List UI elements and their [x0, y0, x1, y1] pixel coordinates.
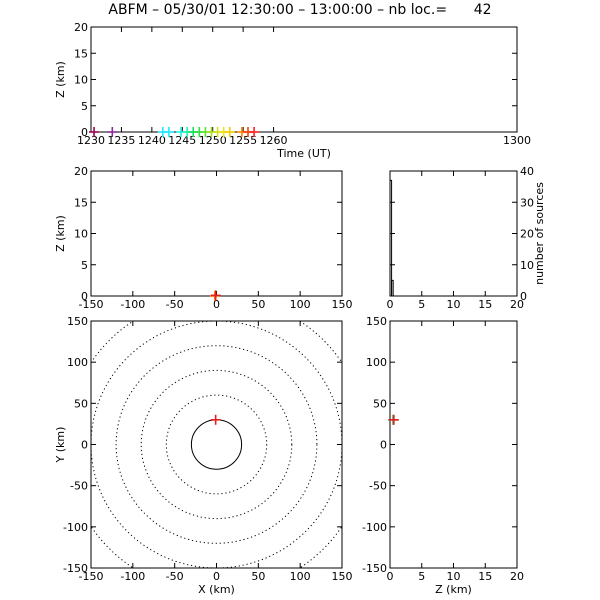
height_histogram-ytick-label: 30 [520, 196, 534, 209]
x_height-ytick-label: 0 [81, 290, 88, 303]
range-ring [140, 369, 293, 520]
height_y-xtick-label: 10 [447, 570, 461, 583]
height_y-xtick-label: 20 [510, 570, 524, 583]
height_y-ytick-label: 50 [373, 397, 387, 410]
plan_view-ytick-label: -150 [63, 562, 88, 575]
time-height-point [249, 127, 260, 137]
height-y-point [388, 414, 399, 425]
height_histogram-xtick-label: 5 [418, 298, 425, 311]
height_y-ytick-label: -50 [369, 480, 387, 493]
x_height-xtick-label: -50 [166, 298, 184, 311]
histogram-bar [389, 179, 393, 296]
plan_view-xtick-label: 100 [290, 570, 311, 583]
time_height-ytick-label: 20 [74, 21, 88, 34]
x_height-xtick-label: -150 [79, 298, 104, 311]
height_histogram-xtick-label: 15 [478, 298, 492, 311]
height_y-ytick-label: -150 [362, 562, 387, 575]
time_height-ylabel: Z (km) [54, 61, 67, 98]
time-height-point [163, 127, 174, 137]
height_y-xtick-label: 0 [387, 570, 394, 583]
plan_view-xtick-label: 150 [332, 570, 353, 583]
time_height-ytick-label: 10 [74, 74, 88, 87]
x_height-xtick-label: 150 [332, 298, 353, 311]
x-height-point [210, 290, 221, 301]
histogram-bar [391, 279, 394, 296]
range-ring [91, 321, 342, 568]
x_height-xtick-label: 0 [213, 298, 220, 311]
height_y-ytick-label: -100 [362, 521, 387, 534]
page-title: ABFM – 05/30/01 12:30:00 – 13:00:00 – nb… [108, 2, 492, 18]
plan_view-xtick-label: -50 [166, 570, 184, 583]
height_histogram-ytick-label: 0 [520, 290, 527, 303]
time_height-xtick-label: 1260 [260, 134, 288, 147]
height_y-ytick-label: 150 [366, 315, 387, 328]
x_height-ylabel: Z (km) [54, 215, 67, 252]
time_height-xtick-label: 1230 [77, 134, 105, 147]
time-height-point [107, 127, 118, 137]
height_histogram-xtick-label: 10 [447, 298, 461, 311]
plan_view-ytick-label: 100 [67, 356, 88, 369]
range-ring [165, 394, 268, 495]
plan-view-point [210, 414, 221, 425]
plan_view-ytick-label: -50 [70, 480, 88, 493]
height_histogram-xtick-label: 20 [510, 298, 524, 311]
time_height-xtick-label: 1245 [168, 134, 196, 147]
x_height-xtick-label: 50 [251, 298, 265, 311]
x_height-xtick-label: -100 [120, 298, 145, 311]
range-ring [190, 419, 243, 470]
x_height-ytick-label: 15 [74, 196, 88, 209]
plan_view-ylabel: Y (km) [54, 427, 67, 464]
plan_view-ytick-label: -100 [63, 521, 88, 534]
plan_view-xtick-label: 0 [213, 570, 220, 583]
height_histogram-ytick-label: 40 [520, 165, 534, 178]
height_histogram-frame [389, 170, 518, 297]
plan_view-xlabel: X (km) [198, 583, 235, 596]
time_height-xtick-label: 1240 [138, 134, 166, 147]
range-ring [91, 321, 342, 568]
time_height-xtick-label: 1300 [503, 134, 531, 147]
range-ring [115, 345, 318, 544]
height_y-xlabel: Z (km) [435, 583, 472, 596]
height_y-xtick-label: 15 [478, 570, 492, 583]
time_height-ytick-label: 5 [81, 100, 88, 113]
height_y-xtick-label: 5 [418, 570, 425, 583]
x_height-ytick-label: 5 [81, 259, 88, 272]
time_height-ytick-label: 0 [81, 126, 88, 139]
height_histogram-ytick-label: 20 [520, 228, 534, 241]
time_height-xlabel: Time (UT) [276, 147, 331, 160]
plan_view-frame [90, 320, 343, 569]
time-height-point [89, 127, 100, 137]
height_y-frame [389, 320, 518, 569]
plan_view-ytick-label: 50 [74, 397, 88, 410]
time-height-point [224, 127, 235, 137]
time_height-frame [90, 26, 518, 133]
time_height-xtick-label: 1250 [199, 134, 227, 147]
time_height-xtick-label: 1235 [107, 134, 135, 147]
x_height-frame [90, 170, 343, 297]
height_histogram-xtick-label: 0 [387, 298, 394, 311]
x_height-ytick-label: 20 [74, 165, 88, 178]
height_histogram-ytick-label: 10 [520, 259, 534, 272]
plan_view-ytick-label: 150 [67, 315, 88, 328]
plan_view-xtick-label: -100 [120, 570, 145, 583]
time_height-xtick-label: 1255 [229, 134, 257, 147]
x_height-xtick-label: 100 [290, 298, 311, 311]
height_histogram-ylabel: number of sources [533, 182, 546, 285]
plan_view-xtick-label: -150 [79, 570, 104, 583]
height_y-ytick-label: 0 [380, 439, 387, 452]
x_height-ytick-label: 10 [74, 228, 88, 241]
height_y-ytick-label: 100 [366, 356, 387, 369]
plan_view-xtick-label: 50 [251, 570, 265, 583]
time_height-ytick-label: 15 [74, 47, 88, 60]
plan_view-ytick-label: 0 [81, 439, 88, 452]
